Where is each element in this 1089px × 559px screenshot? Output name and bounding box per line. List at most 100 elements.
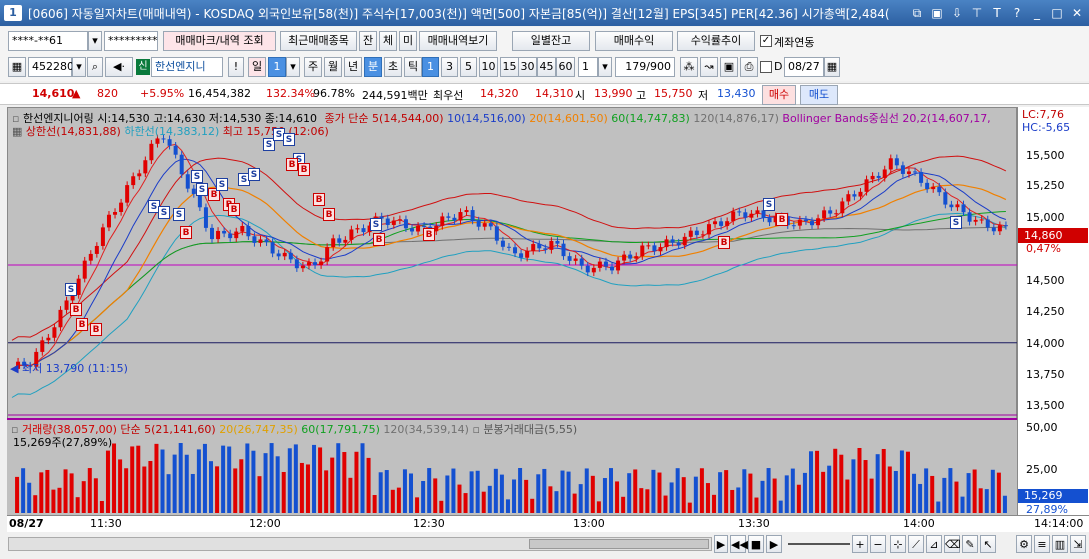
alert-icon[interactable]: ! (228, 57, 244, 77)
layout-icon[interactable]: ▥ (1052, 535, 1068, 553)
period-minute[interactable]: 분 (364, 57, 382, 77)
sell-button[interactable]: 매도 (800, 85, 838, 105)
buy-marker-icon[interactable]: B (776, 213, 788, 226)
pending-button[interactable]: 미 (399, 31, 417, 51)
balance-button[interactable]: 잔 (359, 31, 377, 51)
cursor-icon[interactable]: ↖ (980, 535, 996, 553)
zoom-slider[interactable] (788, 543, 850, 545)
link-checkbox[interactable]: ✓ (760, 35, 772, 47)
period-tick[interactable]: 틱 (404, 57, 422, 77)
settings-icon[interactable]: ⚙ (1016, 535, 1032, 553)
stop-icon[interactable]: ■ (748, 535, 764, 553)
stock-code-input[interactable]: 452280 (28, 57, 74, 77)
period-second[interactable]: 초 (384, 57, 402, 77)
sound-icon[interactable]: ◀· (105, 57, 133, 77)
buy-marker-icon[interactable]: B (180, 226, 192, 239)
crosshair-icon[interactable]: ⊹ (890, 535, 906, 553)
recent-trades-button[interactable]: 최근매매종목 (280, 31, 357, 51)
zoom-in-icon[interactable]: + (852, 535, 868, 553)
sell-marker-icon[interactable]: S (158, 206, 170, 219)
volume-chart[interactable]: ▫ 거래량(38,057,00) 단순 5(21,141,60) 20(26,7… (7, 418, 1017, 515)
top-icon[interactable]: ⊤ (971, 6, 983, 20)
d-checkbox[interactable] (760, 61, 772, 73)
interval-3[interactable]: 3 (441, 57, 458, 77)
list-icon[interactable]: ≡ (1034, 535, 1050, 553)
sell-marker-icon[interactable]: S (263, 138, 275, 151)
password-input[interactable]: ********* (104, 31, 158, 51)
print-icon[interactable]: ⎙ (740, 57, 758, 77)
daily-balance-button[interactable]: 일별잔고 (512, 31, 590, 51)
executed-button[interactable]: 체 (379, 31, 397, 51)
draw-icon[interactable]: ↝ (700, 57, 718, 77)
help-icon[interactable]: ? (1013, 6, 1021, 20)
save-icon[interactable]: ▣ (931, 6, 943, 20)
pin-icon[interactable]: ⇩ (951, 6, 963, 20)
sell-marker-icon[interactable]: S (370, 218, 382, 231)
disk-icon[interactable]: ▣ (720, 57, 738, 77)
scroll-right-icon[interactable]: ▶ (714, 535, 728, 553)
eraser-icon[interactable]: ✎ (962, 535, 978, 553)
period-dropdown-icon[interactable]: ▾ (286, 57, 300, 77)
buy-marker-icon[interactable]: B (373, 233, 385, 246)
sell-marker-icon[interactable]: S (238, 173, 250, 186)
search-icon[interactable]: ⌕ (87, 57, 103, 77)
interval-5[interactable]: 5 (460, 57, 477, 77)
interval-45[interactable]: 45 (537, 57, 556, 77)
buy-marker-icon[interactable]: B (228, 203, 240, 216)
sell-marker-icon[interactable]: S (65, 283, 77, 296)
return-trend-button[interactable]: 수익률추이 (677, 31, 755, 51)
rewind-icon[interactable]: ◀◀ (730, 535, 748, 553)
chart-type-icon[interactable]: ▦ (8, 57, 26, 77)
buy-marker-icon[interactable]: B (208, 188, 220, 201)
forward-icon[interactable]: ▶ (766, 535, 782, 553)
markers-button[interactable]: 매매마크/내역 조회 (163, 31, 276, 51)
measure-icon[interactable]: ⊿ (926, 535, 942, 553)
maximize-icon[interactable]: □ (1051, 6, 1063, 20)
link-icon[interactable]: ⧉ (912, 6, 922, 20)
sell-marker-icon[interactable]: S (950, 216, 962, 229)
buy-marker-icon[interactable]: B (90, 323, 102, 336)
font-icon[interactable]: T (993, 6, 1001, 20)
interval-60[interactable]: 60 (556, 57, 575, 77)
sell-marker-icon[interactable]: S (283, 133, 295, 146)
buy-marker-icon[interactable]: B (323, 208, 335, 221)
buy-marker-icon[interactable]: B (298, 163, 310, 176)
interval-10[interactable]: 10 (479, 57, 498, 77)
sell-marker-icon[interactable]: S (248, 168, 260, 181)
scroll-thumb[interactable] (529, 539, 709, 549)
sell-marker-icon[interactable]: S (191, 170, 203, 183)
period-day[interactable]: 일 (248, 57, 266, 77)
sell-marker-icon[interactable]: S (196, 183, 208, 196)
view-trades-button[interactable]: 매매내역보기 (419, 31, 497, 51)
calendar-icon[interactable]: ▦ (824, 57, 840, 77)
buy-marker-icon[interactable]: B (70, 303, 82, 316)
horizontal-scrollbar[interactable] (8, 537, 712, 551)
interval-1[interactable]: 1 (422, 57, 439, 77)
interval-15[interactable]: 15 (500, 57, 519, 77)
buy-marker-icon[interactable]: B (76, 318, 88, 331)
close-icon[interactable]: ✕ (1071, 6, 1083, 20)
minimize-icon[interactable]: _ (1034, 6, 1040, 20)
buy-marker-icon[interactable]: B (718, 236, 730, 249)
interval-30[interactable]: 30 (518, 57, 537, 77)
sell-marker-icon[interactable]: S (216, 178, 228, 191)
period-value[interactable]: 1 (268, 57, 286, 77)
buy-marker-icon[interactable]: B (286, 158, 298, 171)
sell-marker-icon[interactable]: S (173, 208, 185, 221)
buy-marker-icon[interactable]: B (423, 228, 435, 241)
buy-button[interactable]: 매수 (762, 85, 796, 105)
account-input[interactable]: ****-**61 (8, 31, 88, 51)
trend-icon[interactable]: ⟋ (908, 535, 924, 553)
period-week[interactable]: 주 (304, 57, 322, 77)
count-dropdown-icon[interactable]: ▾ (598, 57, 612, 77)
period-year[interactable]: 년 (344, 57, 362, 77)
period-month[interactable]: 월 (324, 57, 342, 77)
zoom-out-icon[interactable]: − (870, 535, 886, 553)
date-input[interactable]: 08/27 (784, 57, 824, 77)
delete-icon[interactable]: ⌫ (944, 535, 961, 553)
trade-profit-button[interactable]: 매매수익 (595, 31, 673, 51)
code-dropdown-icon[interactable]: ▾ (72, 57, 86, 77)
tools-icon[interactable]: ⁂ (680, 57, 698, 77)
sell-marker-icon[interactable]: S (763, 198, 775, 211)
count-input[interactable]: 1 (578, 57, 598, 77)
